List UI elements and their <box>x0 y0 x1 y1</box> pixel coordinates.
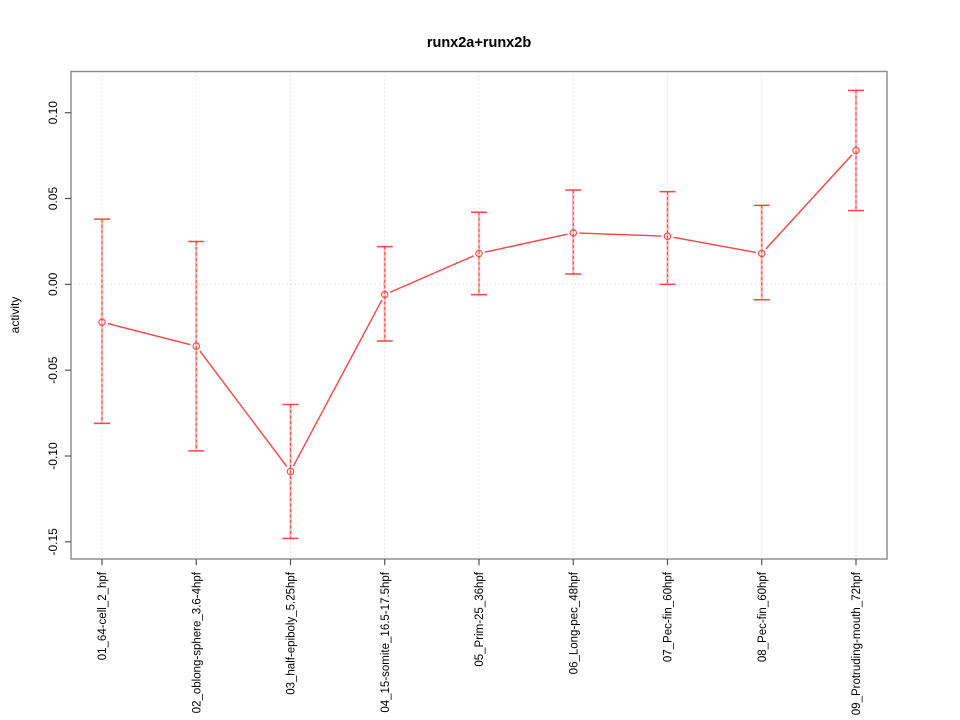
y-tick-label: 0.10 <box>46 101 60 125</box>
y-axis-label: activity <box>8 297 22 334</box>
x-tick-label: 08_Pec-fin_60hpf <box>757 571 769 662</box>
data-point-marker <box>757 249 766 258</box>
y-tick-label: -0.15 <box>46 528 60 556</box>
series-line-segment <box>292 299 383 467</box>
data-point-marker <box>380 290 389 299</box>
x-tick-label: 02_oblong-sphere_3.6-4hpf <box>191 571 203 713</box>
series-line-segment <box>199 350 288 468</box>
data-point-marker <box>663 232 672 241</box>
x-tick-label: 06_Long-pec_48hpf <box>568 571 580 674</box>
plot-box <box>70 70 888 560</box>
data-point-marker <box>852 146 860 155</box>
x-tick-label: 05_Prim-25_36hpf <box>474 571 486 666</box>
data-point-marker <box>286 467 295 476</box>
y-tick-label: 0.00 <box>46 272 60 296</box>
data-point-marker <box>192 342 201 350</box>
data-point-marker <box>98 318 106 326</box>
series-line-segment <box>107 322 191 346</box>
series-line-segment <box>484 233 568 253</box>
y-tick-label: -0.10 <box>46 442 60 470</box>
x-tick-label: 03_half-epiboly_5.25hpf <box>286 571 298 695</box>
x-tick-label: 04_15-somite_16.5-17.5hpf <box>380 571 392 712</box>
x-tick-label: 01_64-cell_2_hpf <box>97 571 109 660</box>
x-tick-label: 07_Pec-fin_60hpf <box>663 571 675 662</box>
x-tick-label: 09_Protruding-mouth_72hpf <box>851 571 863 715</box>
plot-layer: 0.10 0.05 0.00 -0.05 -0.10 -0.15 01_64-cell_2_… <box>46 70 888 715</box>
chart-title: runx2a+runx2b <box>427 35 532 51</box>
series-line-segment <box>579 232 662 237</box>
data-point-marker <box>569 229 577 237</box>
series-line-segment <box>389 255 474 293</box>
series-line-segment <box>673 236 756 254</box>
y-tick-label: 0.05 <box>46 187 60 211</box>
data-point-marker <box>475 249 483 258</box>
series-line-segment <box>765 154 853 250</box>
y-tick-label: -0.05 <box>46 356 60 384</box>
